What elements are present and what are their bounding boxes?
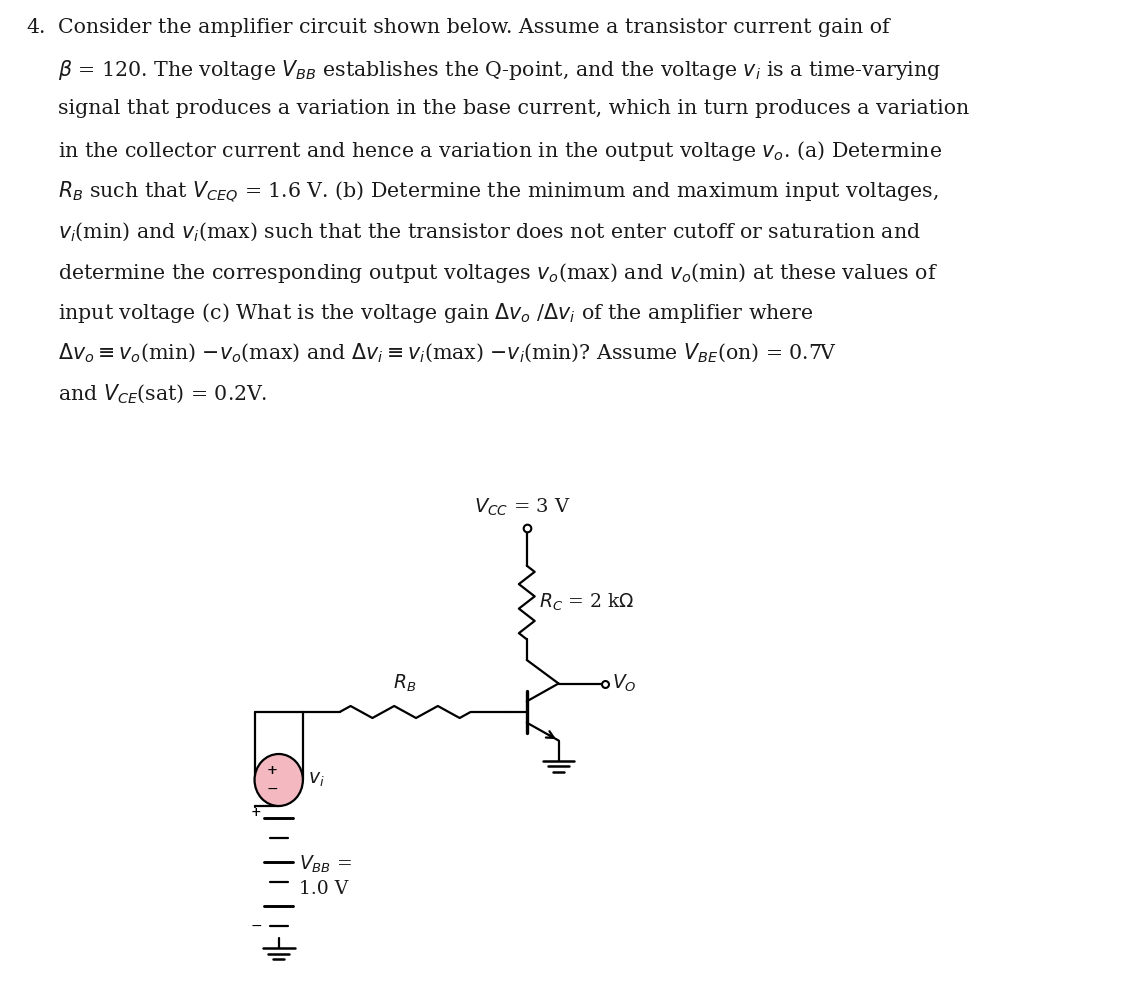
Text: $\beta$ = 120. The voltage $V_{BB}$ establishes the Q-point, and the voltage $v_: $\beta$ = 120. The voltage $V_{BB}$ esta… <box>58 58 941 82</box>
Text: $V_O$: $V_O$ <box>611 673 636 694</box>
Text: Consider the amplifier circuit shown below. Assume a transistor current gain of: Consider the amplifier circuit shown bel… <box>58 18 889 37</box>
Text: +: + <box>251 806 262 819</box>
Text: 4.: 4. <box>26 18 45 37</box>
Text: $\Delta v_o \equiv v_o$(min) $-v_o$(max) and $\Delta v_i \equiv v_i$(max) $- v_i: $\Delta v_o \equiv v_o$(min) $-v_o$(max)… <box>58 342 837 365</box>
Text: $R_B$: $R_B$ <box>393 672 416 694</box>
Text: $R_B$ such that $V_{CEQ}$ = 1.6 V. (b) Determine the minimum and maximum input v: $R_B$ such that $V_{CEQ}$ = 1.6 V. (b) D… <box>58 180 938 205</box>
Text: −: − <box>251 919 262 933</box>
Text: $R_C$ = 2 k$\Omega$: $R_C$ = 2 k$\Omega$ <box>539 592 634 613</box>
Text: determine the corresponding output voltages $v_o$(max) and $v_o$(min) at these v: determine the corresponding output volta… <box>58 261 938 285</box>
Text: $V_{BB}$ =: $V_{BB}$ = <box>299 853 353 874</box>
Text: and $V_{CE}$(sat) = 0.2V.: and $V_{CE}$(sat) = 0.2V. <box>58 382 266 406</box>
Text: 1.0 V: 1.0 V <box>299 880 348 898</box>
Text: signal that produces a variation in the base current, which in turn produces a v: signal that produces a variation in the … <box>58 99 968 118</box>
Text: $v_i$(min) and $v_i$(max) such that the transistor does not enter cutoff or satu: $v_i$(min) and $v_i$(max) such that the … <box>58 221 921 244</box>
Circle shape <box>254 754 303 806</box>
Text: +: + <box>266 764 278 777</box>
Text: $V_{CC}$ = 3 V: $V_{CC}$ = 3 V <box>474 497 570 518</box>
Text: input voltage (c) What is the voltage gain $\Delta v_o$ /$\Delta v_i$ of the amp: input voltage (c) What is the voltage ga… <box>58 302 813 326</box>
Text: in the collector current and hence a variation in the output voltage $v_o$. (a) : in the collector current and hence a var… <box>58 140 941 163</box>
Text: −: − <box>266 782 278 796</box>
Text: $v_i$: $v_i$ <box>308 771 325 789</box>
